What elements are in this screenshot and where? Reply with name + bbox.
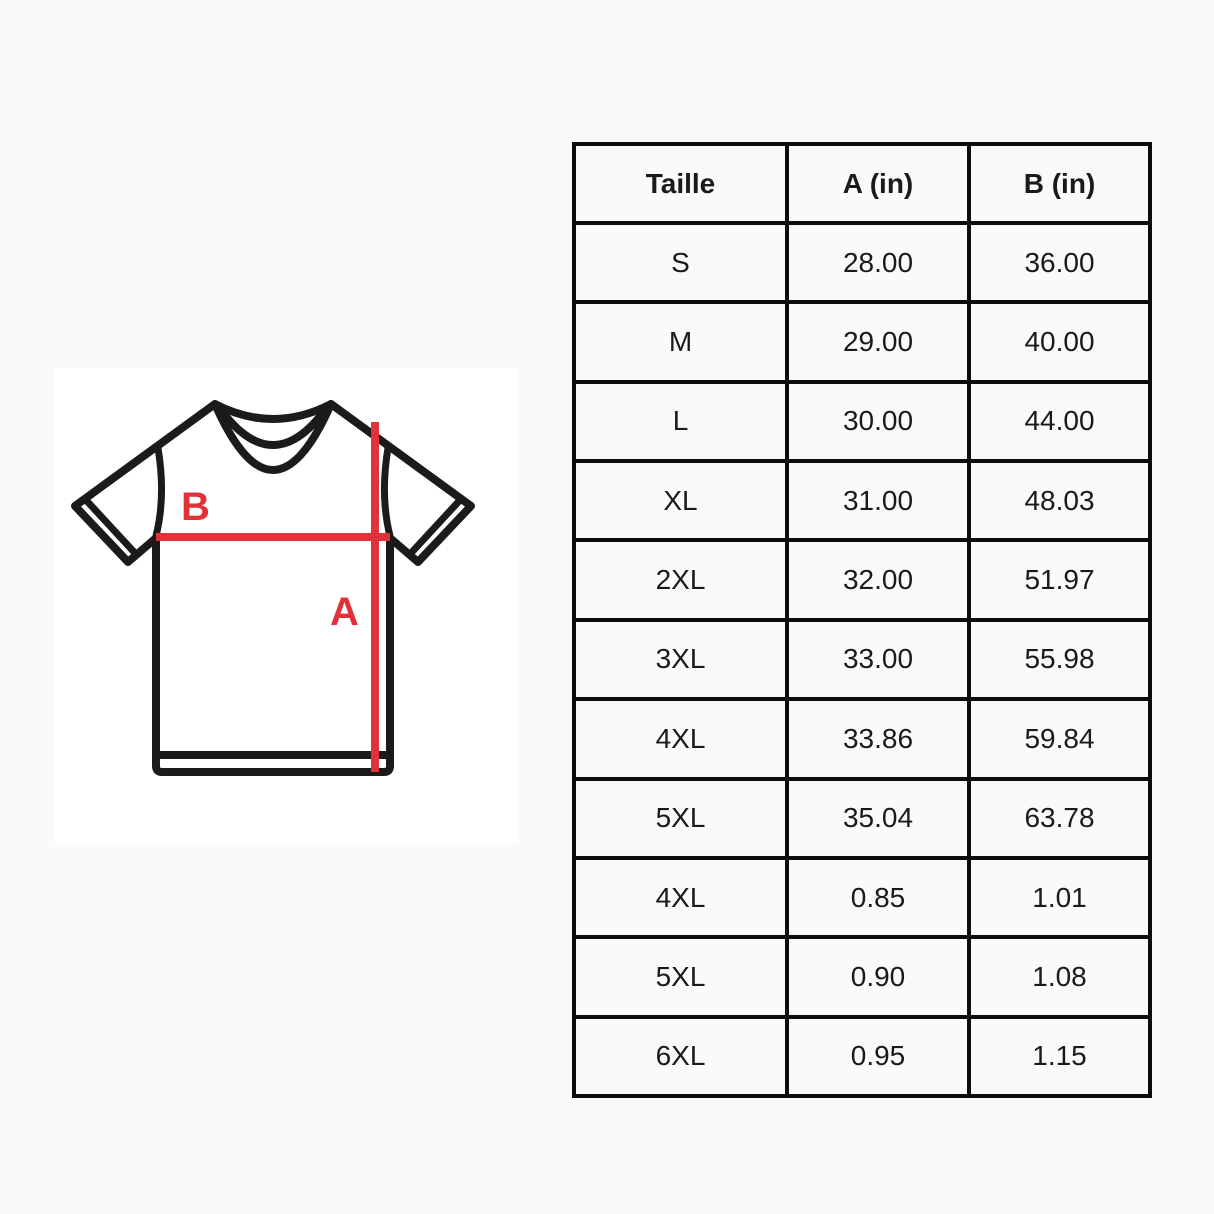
size-cell: 6XL [572,1014,789,1099]
header-b-in: B (in) [967,142,1152,225]
a-value-cell: 0.95 [785,1014,971,1099]
size-cell: S [572,220,789,305]
table-row: 6XL 0.95 1.15 [572,1014,1152,1099]
size-cell: 5XL [572,935,789,1019]
b-value-cell: 48.03 [967,459,1152,543]
table-row: 4XL 33.86 59.84 [572,697,1152,781]
measure-label-a: A [330,590,359,634]
b-value-cell: 55.98 [967,617,1152,702]
size-cell: 4XL [572,697,789,781]
a-value-cell: 32.00 [785,538,971,622]
header-row: Taille A (in) B (in) [572,142,1152,225]
table-row: M 29.00 40.00 [572,300,1152,384]
header-a-in: A (in) [785,142,971,225]
a-value-cell: 33.00 [785,617,971,702]
size-cell: L [572,379,789,464]
size-cell: M [572,300,789,384]
b-value-cell: 1.08 [967,935,1152,1019]
tshirt-outline [71,400,475,776]
size-cell: 2XL [572,538,789,622]
table-row: S 28.00 36.00 [572,220,1152,305]
a-value-cell: 0.85 [785,855,971,940]
tshirt-diagram-panel: B A [55,368,519,844]
a-value-cell: 35.04 [785,776,971,860]
size-table: Taille A (in) B (in) S 28.00 36.00 M 29.00 40… [572,142,1152,1099]
table-row: L 30.00 44.00 [572,379,1152,464]
b-value-cell: 59.84 [967,697,1152,781]
b-value-cell: 51.97 [967,538,1152,622]
size-table-header: Taille A (in) B (in) [572,142,1152,225]
a-value-cell: 28.00 [785,220,971,305]
b-value-cell: 63.78 [967,776,1152,860]
a-value-cell: 0.90 [785,935,971,1019]
a-value-cell: 29.00 [785,300,971,384]
header-taille: Taille [572,142,789,225]
table-row: 5XL 35.04 63.78 [572,776,1152,860]
collar-rib-arc [217,406,329,449]
size-cell: 3XL [572,617,789,702]
measure-label-b: B [181,485,210,529]
table-row: XL 31.00 48.03 [572,459,1152,543]
size-cell: 4XL [572,855,789,940]
size-cell: 5XL [572,776,789,860]
left-sleeve-seam [152,444,166,540]
b-value-cell: 1.15 [967,1014,1152,1099]
table-row: 2XL 32.00 51.97 [572,538,1152,622]
b-value-cell: 40.00 [967,300,1152,384]
size-cell: XL [572,459,789,543]
tshirt-diagram: B A [71,400,475,776]
a-value-cell: 33.86 [785,697,971,781]
b-value-cell: 44.00 [967,379,1152,464]
table-row: 5XL 0.90 1.08 [572,935,1152,1019]
left-cuff-line [81,495,138,556]
size-table-body: S 28.00 36.00 M 29.00 40.00 L 30.00 44.00 XL 31.00… [572,220,1152,1099]
right-cuff-line [408,495,465,556]
a-value-cell: 30.00 [785,379,971,464]
right-sleeve-seam [380,444,394,540]
table-row: 3XL 33.00 55.98 [572,617,1152,702]
table-row: 4XL 0.85 1.01 [572,855,1152,940]
b-value-cell: 1.01 [967,855,1152,940]
collar-back-arc [211,400,335,423]
b-value-cell: 36.00 [967,220,1152,305]
a-value-cell: 31.00 [785,459,971,543]
